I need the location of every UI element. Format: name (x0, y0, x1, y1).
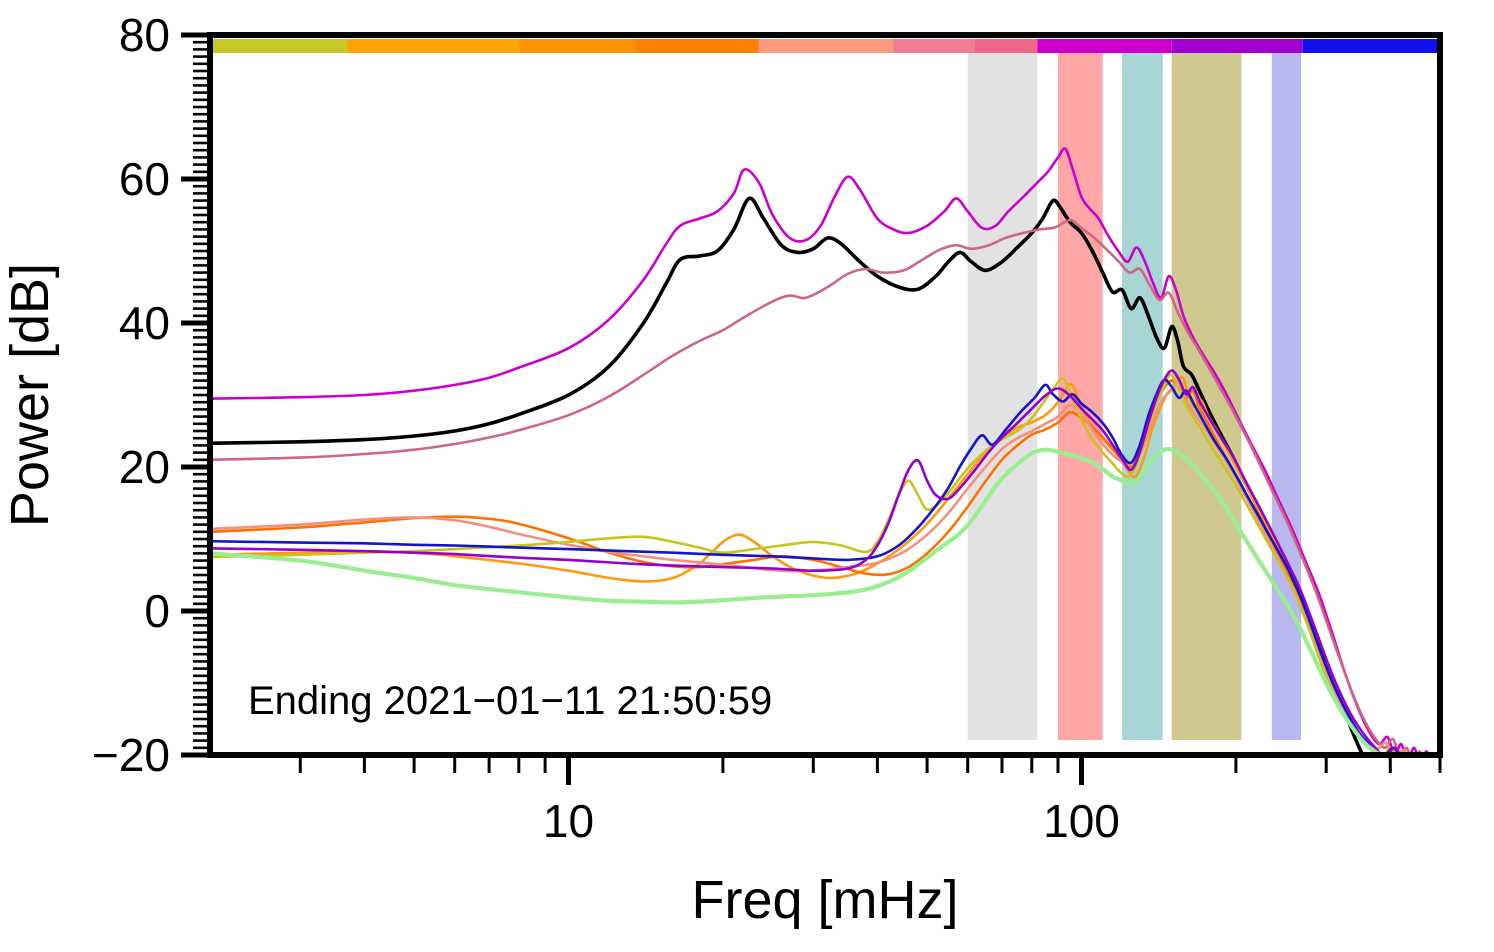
annotation-ending-timestamp: Ending 2021−01−11 21:50:59 (248, 679, 772, 723)
y-tick-label--20: −20 (92, 729, 170, 781)
x-tick-label-100: 100 (1043, 795, 1120, 847)
axes-frame-layer (181, 32, 1443, 785)
colorbar-segment-magenta (1037, 39, 1172, 53)
y-axis-label: Power [dB] (0, 263, 60, 527)
series-salmon (213, 381, 1409, 752)
shaded-bands-layer (967, 53, 1302, 740)
x-axis-label: Freq [mHz] (691, 870, 958, 930)
series-light-green (213, 447, 1380, 752)
series-purple (213, 369, 1400, 752)
colorbar-segment-pink (893, 39, 975, 53)
series-rose (213, 218, 1423, 752)
y-tick-label-60: 60 (119, 153, 170, 205)
shaded-band-lavender (1271, 53, 1302, 740)
colorbar-segment-yellow-green (210, 39, 347, 53)
colorbar-segment-deep-pink (975, 39, 1038, 53)
colorbar-segment-purple (1171, 39, 1303, 53)
shaded-band-gray (967, 53, 1038, 740)
spectra-curves-layer (213, 147, 1429, 752)
shaded-band-red (1058, 53, 1103, 740)
colorbar-segment-dark-orange (635, 39, 759, 53)
colorbar-segment-orange-deep (518, 39, 636, 53)
colorbar-segment-salmon (758, 39, 894, 53)
y-tick-label-40: 40 (119, 297, 170, 349)
x-tick-label-10: 10 (543, 795, 594, 847)
frequency-colorbar (210, 39, 1440, 53)
series-magenta (213, 147, 1429, 752)
colorbar-segment-blue (1302, 39, 1440, 53)
y-tick-label-0: 0 (144, 585, 170, 637)
y-tick-label-20: 20 (119, 441, 170, 493)
tick-labels-layer: −20 0 20 40 60 80 10 100 (92, 9, 1120, 847)
plot-frame (207, 32, 1443, 758)
colorbar-segment-orange (347, 39, 519, 53)
y-tick-label-80: 80 (119, 9, 170, 61)
series-olive (213, 373, 1397, 752)
series-blue (213, 378, 1399, 752)
